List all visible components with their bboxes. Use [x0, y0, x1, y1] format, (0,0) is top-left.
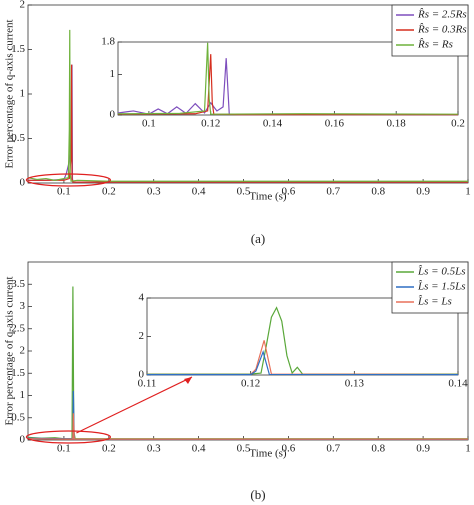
x-tick-label: 0.13: [345, 378, 365, 390]
y-tick-label: 3.5: [11, 278, 25, 290]
x-tick-label: 0.2: [451, 118, 465, 130]
legend-label: L̂s = 0.5Ls: [417, 265, 465, 278]
x-tick-label: 0.9: [416, 443, 430, 455]
x-tick-label: 0.2: [102, 443, 116, 455]
series-line: [27, 29, 468, 182]
x-tick-label: 0.5: [237, 443, 251, 455]
y-tick-label: 1.5: [11, 43, 25, 55]
y-tick-label: 0.5: [11, 411, 25, 423]
y-tick-label: 1: [110, 68, 116, 80]
y-tick-label: 1.5: [11, 367, 25, 379]
x-axis-label: Time (s): [249, 448, 287, 460]
legend-label: L̂s = Ls: [417, 295, 452, 308]
highlight-ellipse: [25, 430, 112, 444]
y-tick-label: 2.5: [11, 322, 25, 334]
x-tick-label: 1: [465, 186, 471, 198]
x-tick-label: 0.16: [325, 118, 345, 130]
y-axis-label: Error percentage of q-axis current: [4, 19, 16, 168]
legend-label: L̂s = 1.5Ls: [417, 280, 465, 293]
x-tick-label: 0.1: [57, 443, 71, 455]
x-tick-label: 0.1: [57, 186, 71, 198]
legend-label: R̂s = Rs: [417, 38, 453, 51]
x-tick-label: 1: [465, 443, 471, 455]
series-line: [147, 306, 458, 375]
y-tick-label: 1: [20, 389, 26, 401]
x-tick-label: 0.8: [371, 186, 385, 198]
x-tick-label: 0.4: [192, 186, 206, 198]
series-line: [117, 42, 459, 115]
caption: (b): [250, 487, 265, 502]
y-tick-label: 1: [20, 88, 26, 100]
x-tick-label: 0.7: [326, 186, 340, 198]
zoom-arrow: [76, 376, 193, 434]
y-tick-label: 3: [20, 300, 26, 312]
x-tick-label: 0.5: [237, 186, 251, 198]
y-axis-label: Error percentage of q-axis current: [4, 276, 16, 425]
y-tick-label: 2: [20, 345, 26, 357]
y-tick-label: 4: [139, 292, 145, 304]
x-tick-label: 0.6: [282, 443, 296, 455]
arrow-head: [184, 377, 192, 384]
y-tick-label: 1.8: [101, 36, 115, 48]
y-tick-label: 0: [139, 369, 145, 381]
x-tick-label: 0.4: [192, 443, 206, 455]
x-tick-label: 0.3: [147, 186, 161, 198]
highlight-ellipse: [25, 173, 112, 187]
x-tick-label: 0.9: [416, 186, 430, 198]
series-line: [117, 58, 458, 116]
x-tick-label: 0.18: [387, 118, 407, 130]
x-tick-label: 0.11: [138, 378, 157, 390]
x-tick-label: 0.6: [282, 186, 296, 198]
x-axis-label: Time (s): [249, 191, 287, 203]
y-tick-label: 2: [139, 330, 145, 342]
x-tick-label: 0.7: [326, 443, 340, 455]
x-tick-label: 0.12: [201, 118, 220, 130]
x-tick-label: 0.12: [241, 378, 260, 390]
series-line: [147, 349, 459, 376]
y-tick-label: 0: [20, 434, 26, 446]
x-tick-label: 0.3: [147, 443, 161, 455]
legend-label: R̂s = 2.5Rs: [417, 8, 467, 21]
caption: (a): [251, 231, 265, 246]
x-tick-label: 0.2: [102, 186, 116, 198]
y-tick-label: 0.5: [11, 132, 25, 144]
y-tick-label: 0: [110, 109, 116, 121]
y-tick-label: 2: [20, 0, 26, 11]
x-tick-label: 0.1: [142, 118, 156, 130]
legend-label: R̂s = 0.3Rs: [417, 23, 467, 36]
x-tick-label: 0.8: [371, 443, 385, 455]
x-tick-label: 0.14: [448, 378, 468, 390]
x-tick-label: 0.14: [263, 118, 283, 130]
y-tick-label: 0: [20, 177, 26, 189]
